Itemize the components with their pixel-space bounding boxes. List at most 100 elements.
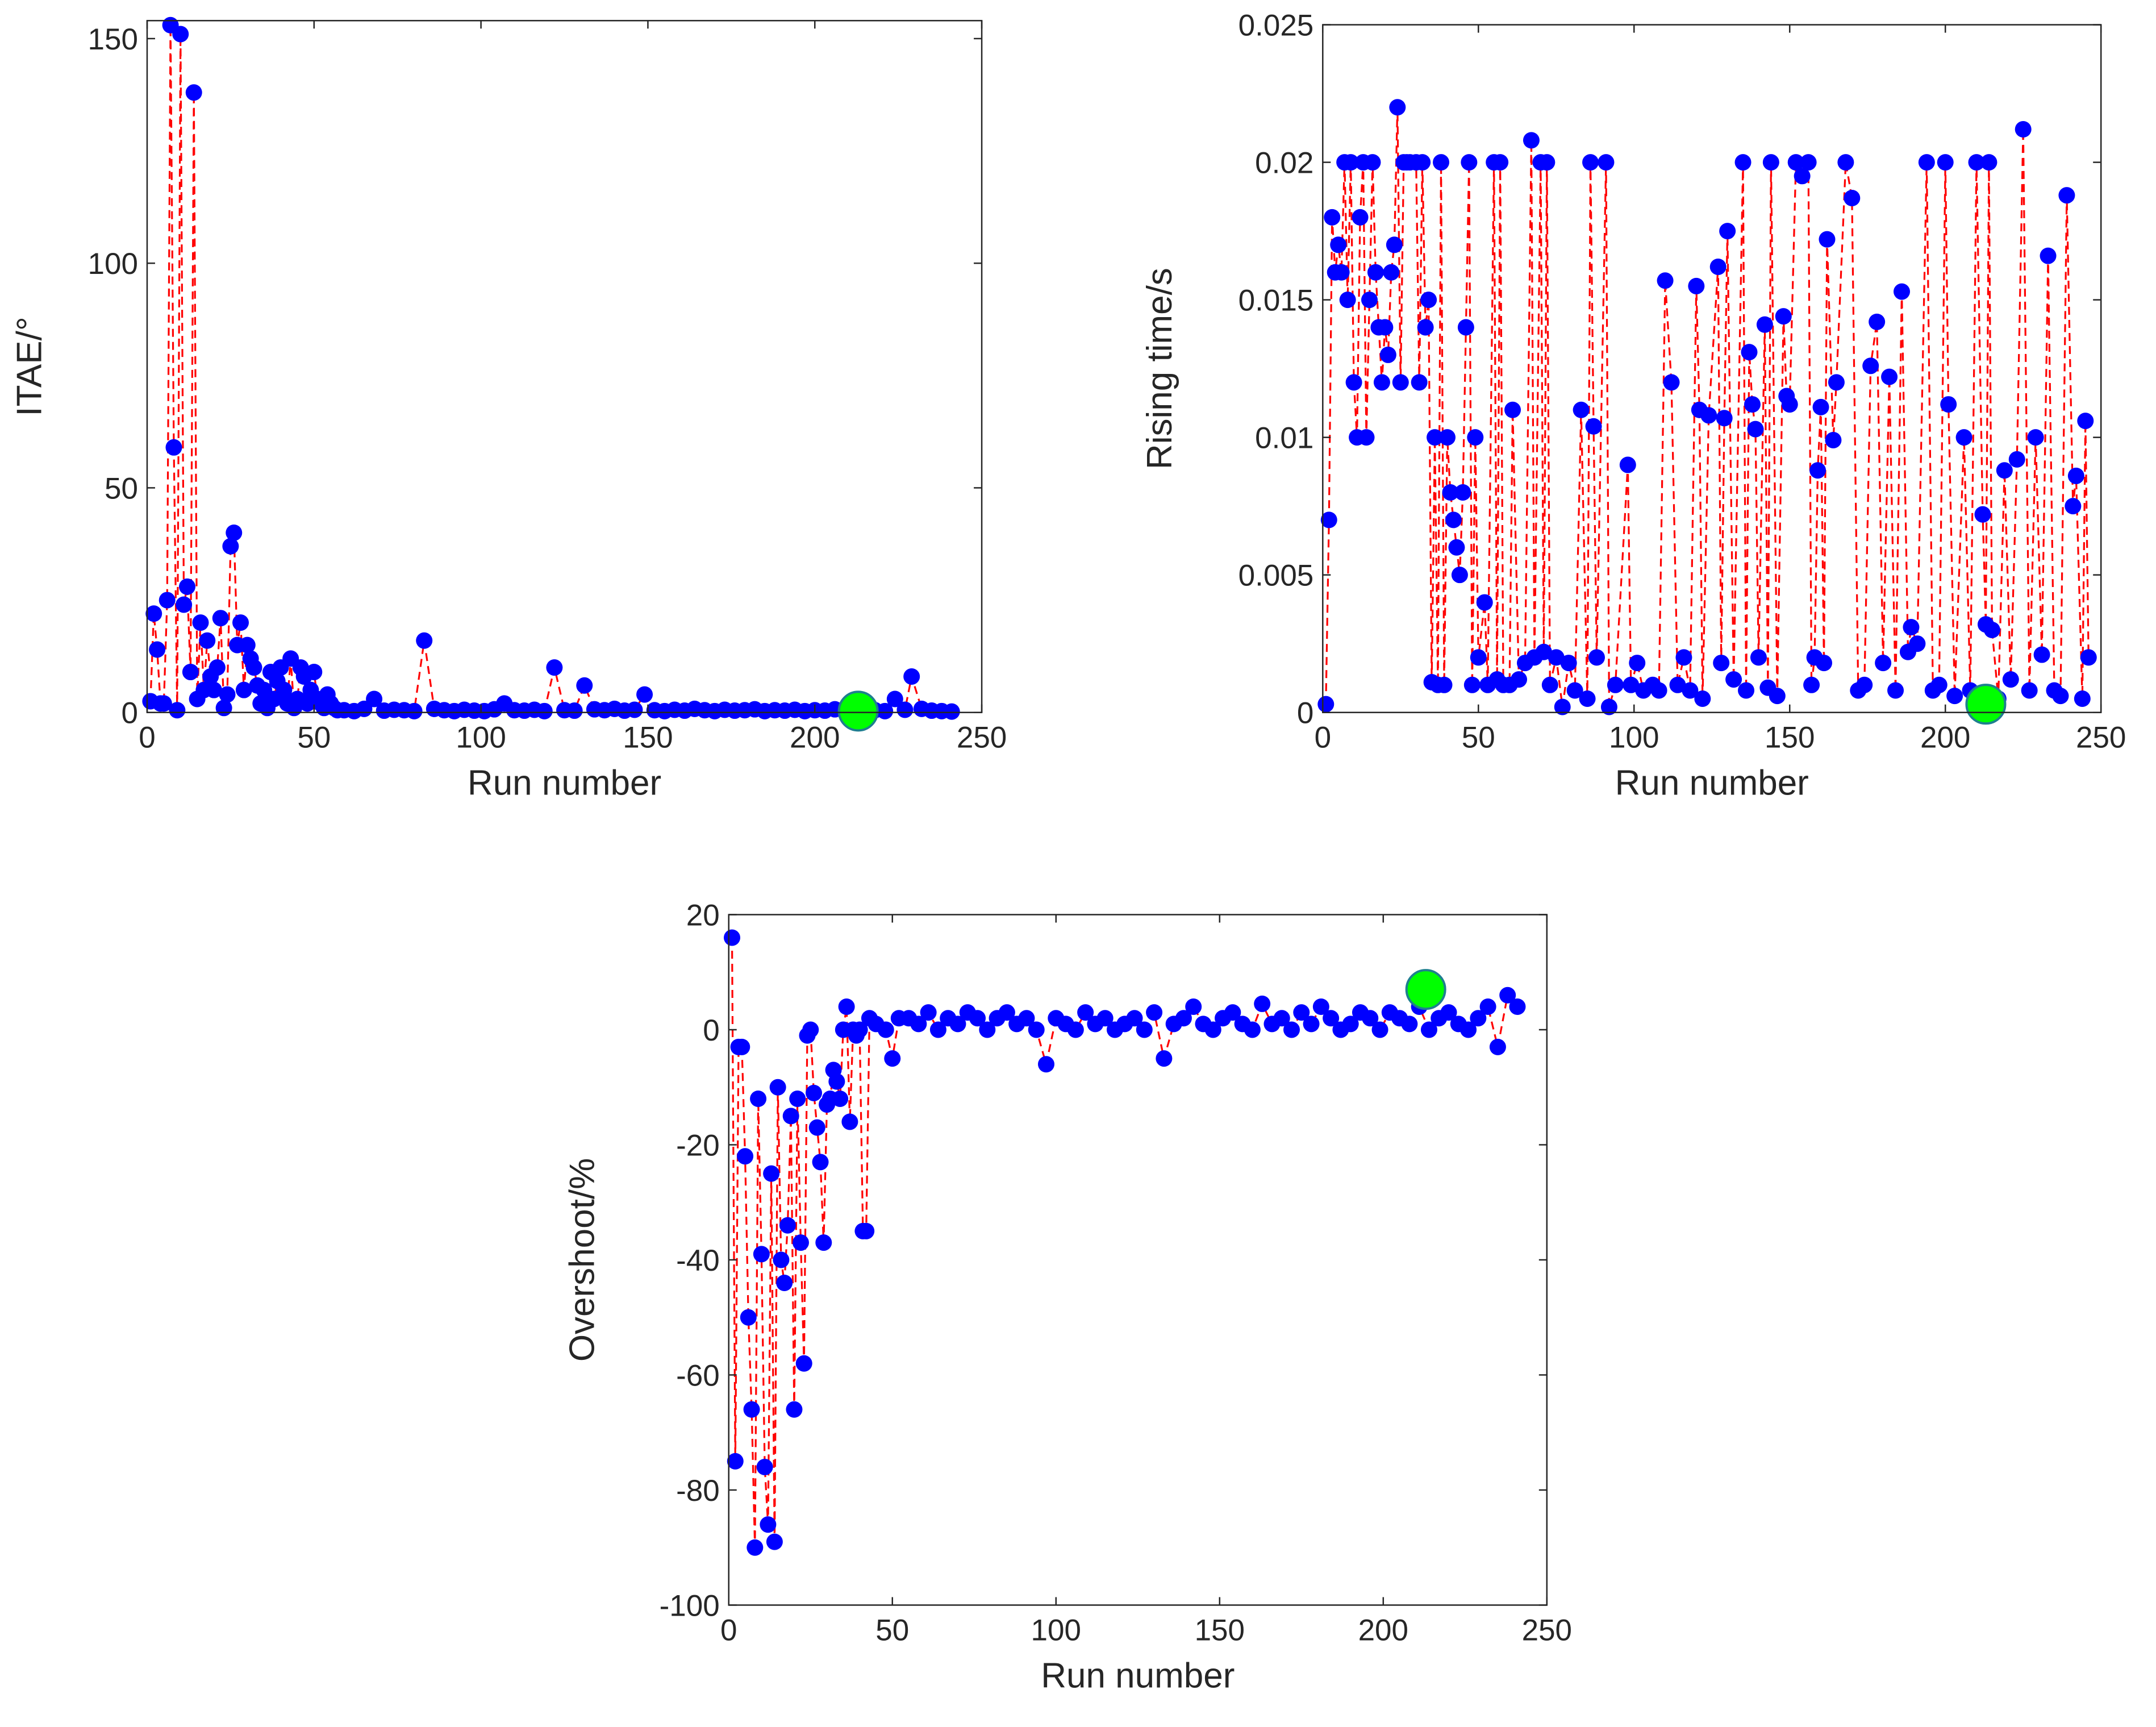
data-point (737, 1148, 754, 1165)
data-point (239, 636, 256, 654)
data-point (1968, 154, 1985, 171)
data-point (2077, 413, 2094, 430)
data-point (1800, 154, 1817, 171)
data-point (1946, 688, 1963, 705)
data-point (1738, 682, 1755, 699)
data-point (1573, 401, 1590, 418)
data-point (884, 1050, 901, 1067)
data-point (760, 1516, 777, 1533)
data-point (733, 1038, 750, 1055)
data-point (1136, 1021, 1153, 1038)
data-point (1554, 698, 1571, 715)
x-tick-label: 50 (875, 1613, 909, 1647)
data-point (1028, 1021, 1045, 1038)
y-tick-label: 0 (121, 697, 137, 730)
data-point (1816, 655, 1833, 672)
data-point (1983, 621, 2000, 638)
data-point (1342, 154, 1360, 171)
data-point (1389, 99, 1406, 116)
data-point (1579, 690, 1596, 708)
data-point (1903, 619, 1920, 636)
data-point (576, 677, 593, 694)
data-point (159, 592, 176, 609)
y-tick-label: -80 (676, 1474, 720, 1508)
x-tick-label: 150 (1765, 721, 1815, 755)
data-point (1716, 410, 1733, 427)
data-point (1224, 1004, 1241, 1021)
data-point (1470, 1010, 1487, 1027)
data-point (776, 1274, 793, 1291)
highlight-point (837, 690, 879, 732)
data-point (1937, 154, 1954, 171)
data-point (1457, 319, 1474, 336)
data-point (750, 1090, 767, 1107)
data-point (208, 659, 226, 676)
data-point (969, 1010, 986, 1027)
data-point (1358, 429, 1375, 446)
axes-box (1322, 24, 2102, 713)
data-point (802, 1021, 819, 1038)
data-point (740, 1309, 757, 1326)
y-tick-label: 0.015 (1238, 284, 1314, 318)
data-point (1803, 676, 1820, 693)
data-point (1744, 396, 1761, 413)
data-point (1442, 484, 1459, 501)
data-point (1377, 319, 1394, 336)
data-point (1254, 995, 1271, 1012)
y-tick-label: 0.005 (1238, 559, 1314, 593)
data-point (910, 1016, 927, 1033)
data-point (192, 614, 209, 631)
data-point (1548, 649, 1565, 666)
data-point (149, 641, 166, 658)
subplot: 0 50 100 150 200 250 0 0.005 0.01 0.015 0.02 0.025 R… (1140, 9, 2126, 803)
y-tick-label: -60 (676, 1359, 720, 1392)
data-point (1018, 1010, 1035, 1027)
data-point (896, 701, 914, 718)
data-point (1582, 154, 1599, 171)
x-tick-label: 250 (957, 721, 1007, 755)
data-point (851, 1021, 868, 1038)
y-axis-label: Rising time/s (1140, 268, 1179, 469)
data-point (1460, 1021, 1477, 1038)
data-point (1417, 319, 1434, 336)
data-point (2080, 649, 2097, 666)
data-point (1769, 688, 1786, 705)
data-point (1492, 154, 1509, 171)
data-point (1373, 374, 1390, 391)
x-tick-label: 50 (297, 721, 331, 755)
data-point (747, 1539, 764, 1556)
data-point (1146, 1004, 1163, 1021)
x-axis-label: Run number (1041, 1656, 1235, 1695)
data-point (1918, 154, 1935, 171)
data-point (1420, 1021, 1437, 1038)
data-point (1974, 506, 1991, 523)
data-point (2074, 690, 2091, 708)
data-point (877, 702, 894, 719)
data-point (416, 632, 433, 649)
data-point (1893, 283, 1910, 300)
data-point (1598, 154, 1615, 171)
data-point (1499, 987, 1516, 1004)
data-point (1909, 635, 1926, 652)
data-point (2027, 429, 2044, 446)
data-point (1345, 374, 1362, 391)
axes-background (147, 20, 982, 713)
data-point (306, 664, 323, 681)
data-point (1445, 511, 1462, 528)
data-point (795, 1355, 812, 1372)
data-point (182, 664, 199, 681)
data-point (1794, 168, 1811, 185)
axes-box (146, 20, 983, 713)
data-point (1420, 292, 1437, 309)
x-tick-label: 0 (1315, 721, 1331, 755)
data-point (979, 1021, 996, 1038)
data-point (1862, 357, 1879, 374)
data-point (2065, 498, 2082, 515)
data-point (172, 26, 189, 43)
data-point (1312, 998, 1329, 1015)
data-point (1330, 236, 1347, 253)
data-point (1837, 154, 1854, 171)
data-point (1566, 682, 1583, 699)
data-point (212, 610, 229, 627)
data-point (1371, 1021, 1388, 1038)
